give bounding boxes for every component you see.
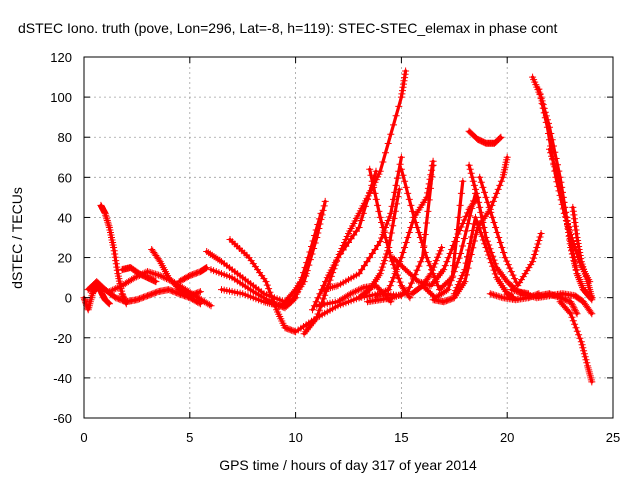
series-markers: [366, 165, 414, 302]
y-axis-label: dSTEC / TECUs: [9, 187, 25, 289]
data-series: [408, 244, 446, 298]
series-markers: [429, 153, 511, 306]
series-markers: [569, 203, 596, 302]
data-series: [465, 127, 505, 147]
series-markers: [207, 209, 325, 312]
y-tick-label: 40: [58, 210, 72, 225]
data-series: [175, 264, 211, 286]
data-series: [535, 85, 594, 286]
series-markers: [408, 244, 446, 298]
x-tick-label: 20: [500, 430, 514, 445]
x-tick-label: 25: [606, 430, 620, 445]
data-series: [218, 197, 329, 310]
series-markers: [556, 298, 596, 386]
y-tick-label: -40: [53, 371, 72, 386]
series-markers: [355, 185, 403, 302]
series-group: [80, 67, 596, 386]
data-series: [148, 246, 204, 300]
y-tick-label: 20: [58, 251, 72, 266]
x-axis-label: GPS time / hours of day 317 of year 2014: [219, 457, 477, 473]
series-markers: [309, 167, 380, 314]
series-markers: [465, 127, 505, 147]
series-markers: [218, 197, 329, 310]
series-markers: [118, 264, 160, 286]
y-tick-label: 80: [58, 130, 72, 145]
data-series: [556, 298, 596, 386]
data-series: [546, 145, 596, 302]
y-axis: -60 -40 -20 0 20 40 60 80 100 120: [50, 50, 613, 426]
y-tick-label: 120: [50, 50, 72, 65]
x-axis: 0 5 10 15 20 25: [80, 57, 620, 445]
series-markers: [148, 246, 204, 300]
x-tick-label: 15: [394, 430, 408, 445]
series-markers: [476, 173, 545, 290]
y-tick-label: -60: [53, 411, 72, 426]
chart-title: dSTEC Iono. truth (pove, Lon=296, Lat=-8…: [18, 20, 558, 36]
y-tick-label: -20: [53, 331, 72, 346]
data-series: [372, 157, 437, 300]
series-markers: [535, 85, 594, 286]
data-series: [535, 290, 581, 318]
data-series: [569, 203, 596, 302]
data-series: [355, 185, 403, 302]
data-series: [429, 153, 511, 306]
series-markers: [546, 145, 596, 302]
x-tick-label: 0: [80, 430, 87, 445]
series-markers: [175, 264, 211, 286]
series-markers: [535, 290, 581, 318]
y-tick-label: 0: [65, 291, 72, 306]
data-series: [118, 264, 160, 286]
data-series: [476, 173, 545, 290]
x-tick-label: 5: [186, 430, 193, 445]
plot-frame: [83, 56, 614, 419]
y-tick-label: 60: [58, 170, 72, 185]
y-tick-label: 100: [50, 90, 72, 105]
data-series: [207, 209, 325, 312]
series-line: [478, 175, 543, 288]
x-tick-label: 10: [288, 430, 302, 445]
